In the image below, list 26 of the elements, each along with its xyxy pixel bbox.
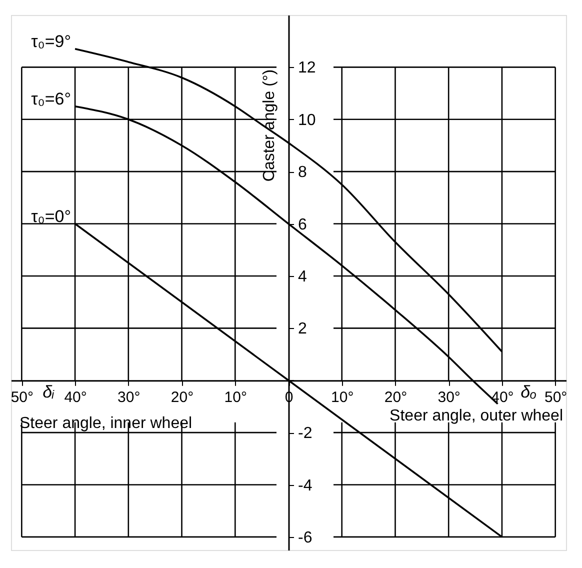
x-tick-label: 30° xyxy=(438,388,460,406)
series-label: τ₀=0° xyxy=(31,206,72,226)
y-tick-label: 2 xyxy=(298,320,307,338)
x-tick-label: 10° xyxy=(331,388,354,406)
y-tick-label: 4 xyxy=(298,268,307,286)
series-label: τ₀=6° xyxy=(31,89,72,108)
y-tick-label: -2 xyxy=(298,425,312,442)
x-tick-label: 20° xyxy=(384,388,408,406)
y-tick-label: 12 xyxy=(298,60,316,77)
y-tick-label: 10 xyxy=(298,112,316,129)
y-tick-label: -6 xyxy=(298,529,312,546)
x-tick-label: 10° xyxy=(224,388,247,406)
y-tick-label: 8 xyxy=(298,164,307,182)
x-tick-label: 20° xyxy=(170,388,194,406)
annotation: Steer angle, outer wheel xyxy=(390,407,563,424)
series-label: τ₀=9° xyxy=(31,32,72,51)
x-tick-label: 50° xyxy=(544,388,568,406)
y-tick-label: -4 xyxy=(298,477,312,494)
x-tick-label: 50° xyxy=(10,388,34,406)
x-tick-label: 40° xyxy=(491,388,514,406)
y-tick-label: 6 xyxy=(298,216,307,234)
x-axis-title: Steer angle, inner wheel xyxy=(20,414,192,432)
annotation: δₒ xyxy=(520,382,537,402)
x-tick-label: 30° xyxy=(118,388,140,406)
x-tick-label: 40° xyxy=(64,388,87,406)
annotation: δᵢ xyxy=(42,382,56,402)
